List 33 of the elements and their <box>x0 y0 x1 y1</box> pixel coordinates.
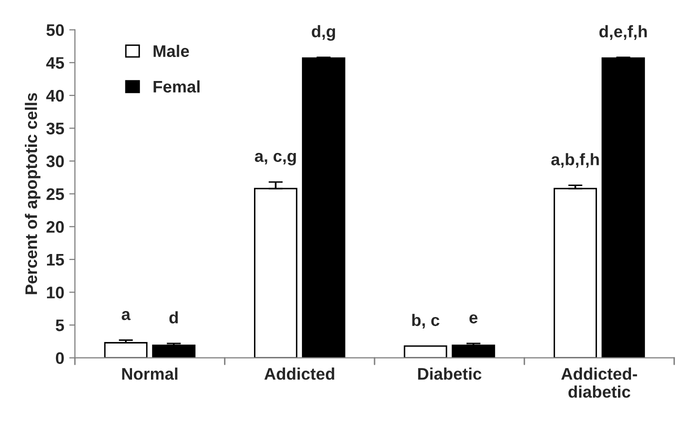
legend-label: Femal <box>154 80 200 93</box>
bar <box>602 57 645 358</box>
y-tick-label: 25 <box>46 188 64 200</box>
data-label: d <box>169 311 178 324</box>
x-tick-label: Addicted- diabetic <box>561 368 638 398</box>
y-tick-label: 30 <box>46 155 64 168</box>
y-tick-label: 10 <box>47 286 64 298</box>
y-tick-label: 5 <box>56 320 64 332</box>
bar <box>302 57 346 358</box>
y-tick-label: 15 <box>47 254 64 266</box>
x-tick-label: Normal <box>122 368 178 380</box>
bar <box>404 345 448 358</box>
x-tick-label: Diabetic <box>418 368 482 380</box>
y-tick-label: 40 <box>46 90 64 102</box>
bar <box>452 344 496 358</box>
x-tick-label: Addicted <box>264 368 334 380</box>
data-label: e <box>469 314 478 324</box>
data-label: d,e,f,h <box>599 25 647 40</box>
y-tick-label: 0 <box>56 352 64 364</box>
legend-label: Male <box>154 44 190 58</box>
y-tick-label: 20 <box>46 221 64 233</box>
data-label: d,g <box>312 25 335 41</box>
bar <box>152 344 196 358</box>
data-label: a, c,g <box>254 152 296 166</box>
bar <box>554 188 597 358</box>
y-axis-title: Percent of apoptotic cells <box>24 93 40 294</box>
y-tick-label: 35 <box>46 122 64 134</box>
data-label: a,b,f,h <box>551 153 599 168</box>
data-label: a <box>122 311 131 320</box>
data-label: b, c <box>412 314 440 328</box>
y-tick-label: 45 <box>46 57 64 69</box>
bar <box>104 342 148 358</box>
y-tick-label: 50 <box>46 24 64 36</box>
